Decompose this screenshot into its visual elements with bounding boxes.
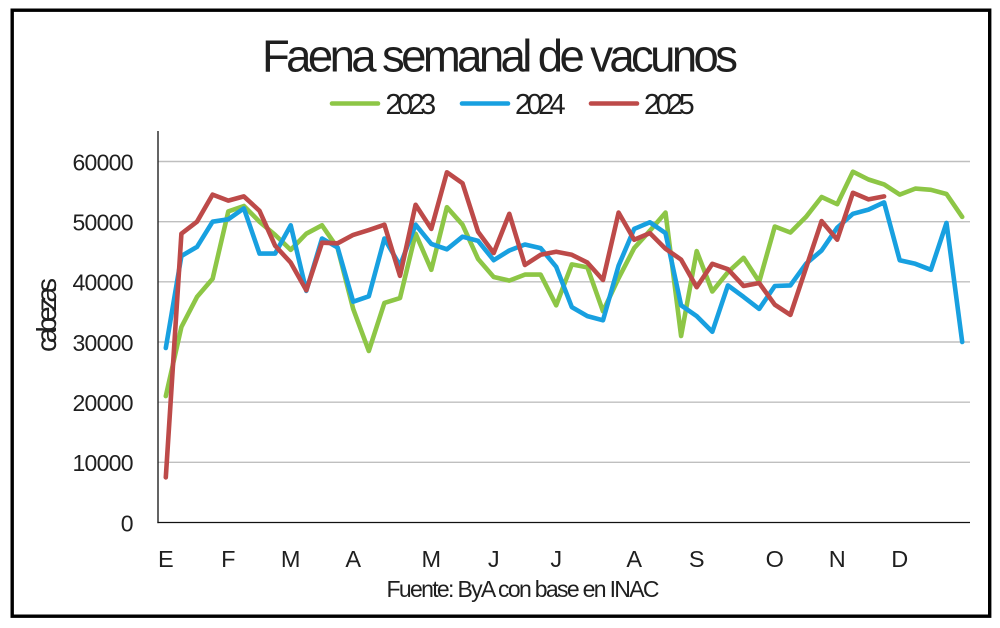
svg-text:M: M xyxy=(281,546,301,572)
svg-text:20000: 20000 xyxy=(73,390,134,416)
svg-text:M: M xyxy=(422,546,442,572)
svg-text:S: S xyxy=(689,546,705,572)
svg-text:2023: 2023 xyxy=(386,89,437,121)
svg-text:E: E xyxy=(158,546,174,572)
svg-text:60000: 60000 xyxy=(73,149,134,175)
svg-text:2025: 2025 xyxy=(644,89,695,121)
svg-text:40000: 40000 xyxy=(73,270,134,296)
svg-text:O: O xyxy=(766,546,784,572)
svg-text:D: D xyxy=(891,546,908,572)
svg-text:J: J xyxy=(488,546,500,572)
svg-text:30000: 30000 xyxy=(73,330,134,356)
svg-text:Fuente: ByA con base en INAC: Fuente: ByA con base en INAC xyxy=(387,576,660,602)
svg-text:10000: 10000 xyxy=(73,450,134,476)
svg-text:F: F xyxy=(221,546,235,572)
svg-text:A: A xyxy=(626,546,642,572)
svg-text:2024: 2024 xyxy=(515,89,566,121)
svg-text:cabezas: cabezas xyxy=(31,278,62,352)
svg-text:A: A xyxy=(345,546,361,572)
svg-text:J: J xyxy=(550,546,562,572)
svg-text:0: 0 xyxy=(121,510,134,536)
svg-text:50000: 50000 xyxy=(73,210,134,236)
svg-text:N: N xyxy=(829,546,846,572)
svg-text:Faena semanal de vacunos: Faena semanal de vacunos xyxy=(262,31,738,82)
